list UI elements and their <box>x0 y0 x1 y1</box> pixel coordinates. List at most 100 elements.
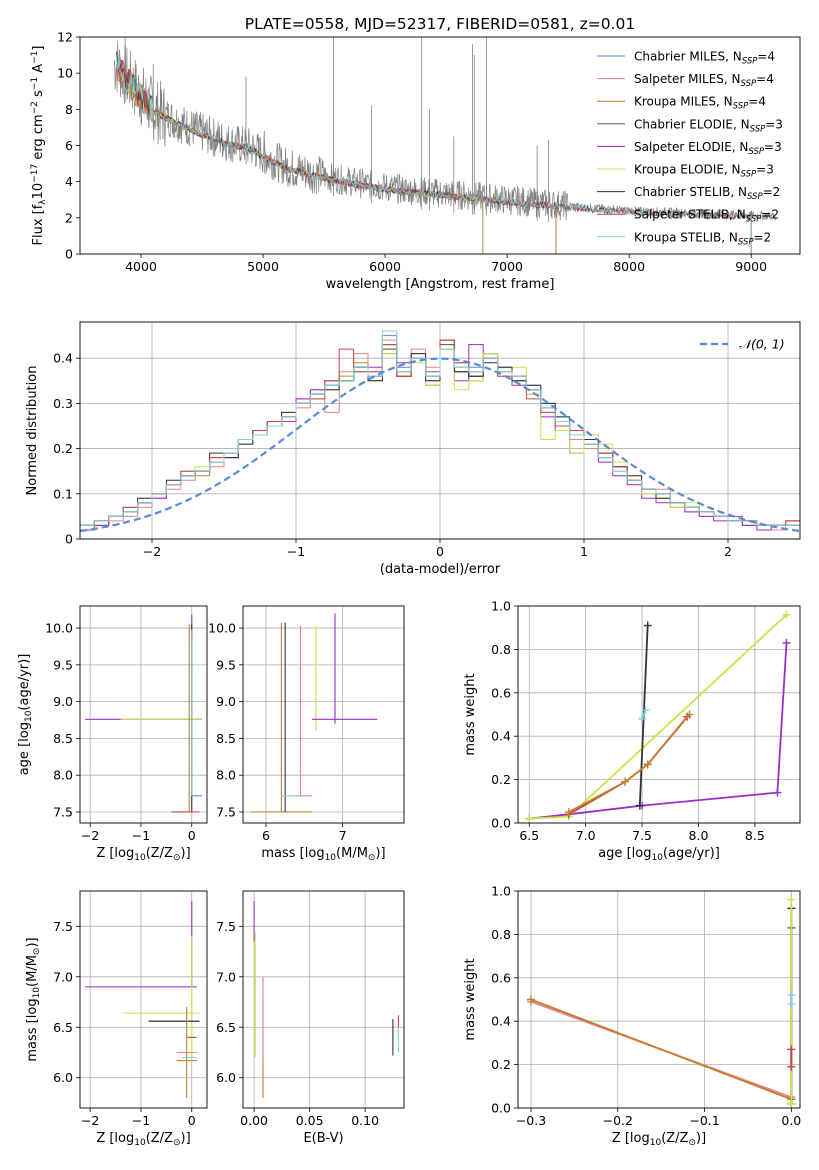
mass-vs-ebv-xlabel: E(B-V) <box>303 1131 343 1146</box>
y-tick-label: 10 <box>57 66 73 81</box>
y-tick-label: 0 <box>65 532 73 547</box>
x-tick-label: 0.05 <box>296 1113 324 1128</box>
label-part: 10 <box>325 853 337 863</box>
x-tick-label: 6000 <box>369 259 401 274</box>
x-tick-label: 6 <box>262 828 270 843</box>
residuals-ylabel: Normed distribution <box>25 366 40 496</box>
age_vs_z-axes: −2 −1 0 7.5 8.0 8.5 9.0 9.5 10.0 <box>45 606 207 843</box>
legend-entry: Salpeter STELIB, NSSP=2 <box>634 208 779 225</box>
legend-sub: SSP <box>733 102 749 112</box>
label-part: −2 <box>30 101 40 114</box>
x-tick-label: −1 <box>132 828 150 843</box>
label-part: 10 <box>32 987 42 999</box>
label-part: (M/M <box>25 955 40 987</box>
mass_vs_z-frame <box>79 890 208 1109</box>
y-tick-label: 9.0 <box>53 694 73 709</box>
label-part: age [log <box>598 846 651 861</box>
legend-sub: SSP <box>741 79 757 89</box>
figure-title: PLATE=0558, MJD=52317, FIBERID=0581, z=0… <box>245 15 635 33</box>
x-tick-label: 0.0 <box>781 1113 801 1128</box>
label-part: age [log <box>17 722 32 775</box>
x-tick-label: 1 <box>580 544 588 559</box>
legend-sub: SSP <box>738 237 754 247</box>
y-tick-label: 7.5 <box>53 919 73 934</box>
x-tick-label: 0.10 <box>351 1113 379 1128</box>
legend-tail: =3 <box>765 117 783 131</box>
series-line <box>568 713 691 813</box>
x-tick-label: 9000 <box>735 259 767 274</box>
label-part: mass [log <box>25 998 40 1061</box>
label-part: )] <box>181 846 191 861</box>
spectrum-model-line <box>116 61 557 254</box>
label-part: ⊙ <box>173 1138 181 1148</box>
residuals-axes: −2 −1 0 1 2 0 0.1 0.2 0.3 0.4 <box>53 322 800 559</box>
y-tick-label: 8.0 <box>216 768 236 783</box>
age_vs_z-frame <box>79 605 208 824</box>
y-tick-label: 7.0 <box>216 969 236 984</box>
legend-label: Chabrier MILES, N <box>634 50 742 64</box>
legend-entry: Salpeter MILES, NSSP=4 <box>634 72 774 89</box>
y-tick-label: 10.0 <box>208 621 236 636</box>
x-tick-label: −0.2 <box>603 1113 633 1128</box>
spectrum-model-line <box>116 51 752 254</box>
legend-sub: SSP <box>746 215 762 225</box>
spectrum-frame <box>79 36 801 255</box>
legend-label: Kroupa STELIB, N <box>634 230 738 244</box>
label-part: 10 <box>134 853 146 863</box>
x-tick-label: −1 <box>287 544 305 559</box>
label-part: s <box>31 90 46 101</box>
x-tick-label: 7.5 <box>632 828 652 843</box>
normal-curve <box>80 357 800 533</box>
mass-vs-z-xlabel: Z [log10(Z/Z⊙)] <box>96 1131 190 1148</box>
spectrum-model-line <box>116 57 557 254</box>
x-tick-label: −0.1 <box>689 1113 719 1128</box>
massweight_vs_z-axes: −0.3 −0.2 −0.1 0.0 0.0 0.2 0.4 0.6 0.8 1.0 <box>491 884 801 1129</box>
label-part: (age/yr)] <box>17 654 32 711</box>
label-part: Z [log <box>612 1131 650 1146</box>
y-tick-label: 0.8 <box>491 642 511 657</box>
y-tick-label: 1.0 <box>491 599 511 614</box>
series-line <box>530 998 792 1101</box>
label-part: λ <box>38 199 48 205</box>
y-tick-label: 0.1 <box>53 486 73 501</box>
label-part: (Z/Z <box>146 1131 173 1146</box>
mass_vs_ebv-axes: 0.00 0.05 0.10 6.0 6.5 7.0 7.5 <box>216 891 404 1128</box>
spectrum-xlabel: wavelength [Angstrom, rest frame] <box>326 277 555 292</box>
x-tick-label: 8.5 <box>745 828 765 843</box>
label-part: )] <box>181 1131 191 1146</box>
spectrum-series <box>113 37 776 254</box>
spectrum-model-line <box>116 51 557 254</box>
label-part: (Z/Z <box>146 846 173 861</box>
y-tick-label: 0.0 <box>491 816 511 831</box>
x-tick-label: 8000 <box>613 259 645 274</box>
y-tick-label: 0.6 <box>491 685 511 700</box>
residuals-xlabel: (data-model)/error <box>380 562 501 577</box>
legend-entry: Salpeter ELODIE, NSSP=3 <box>634 140 782 157</box>
label-part: Normed distribution <box>25 366 40 496</box>
label-part: Z [log <box>96 846 134 861</box>
y-tick-label: 0 <box>65 247 73 262</box>
label-part: )] <box>25 937 40 947</box>
legend-label: Salpeter MILES, N <box>634 72 741 86</box>
x-tick-label: 6.5 <box>519 828 539 843</box>
label-part: mass weight <box>463 958 478 1040</box>
legend-tail: =4 <box>748 95 766 109</box>
y-tick-label: 2 <box>65 210 73 225</box>
spectrum-data <box>113 40 776 222</box>
age-vs-mass-xlabel: mass [log10(M/M⊙)] <box>261 846 385 863</box>
massweight_vs_age-series <box>525 610 791 823</box>
legend-tail: =3 <box>756 163 774 177</box>
label-part: Z [log <box>96 1131 134 1146</box>
age_vs_mass-frame <box>242 605 405 824</box>
label-part: )] <box>696 1131 706 1146</box>
residual-series <box>80 330 800 539</box>
x-tick-label: 7.0 <box>576 828 596 843</box>
legend-sub: SSP <box>747 192 763 202</box>
y-tick-label: 6.0 <box>53 1070 73 1085</box>
spectrum-axes: 4000 5000 6000 7000 8000 9000 0 2 4 6 8 10 12 <box>57 30 767 275</box>
y-tick-label: 0.0 <box>491 1101 511 1116</box>
label-part: 10 <box>31 183 46 200</box>
age_vs_z-bars <box>85 614 202 813</box>
label-part: 10 <box>650 1138 662 1148</box>
